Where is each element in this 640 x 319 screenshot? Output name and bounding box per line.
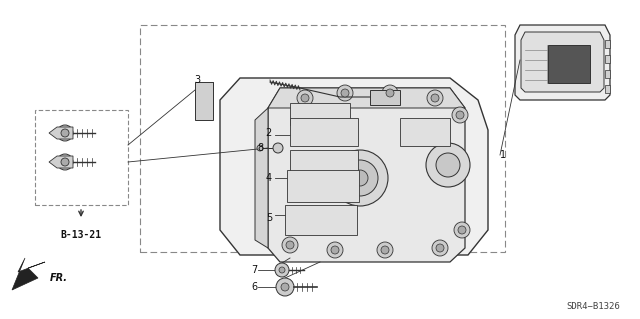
Text: B-13-21: B-13-21 [60, 230, 102, 240]
Circle shape [331, 246, 339, 254]
Circle shape [426, 143, 470, 187]
Bar [605, 85, 610, 93]
Bar [285, 205, 357, 235]
Circle shape [342, 160, 378, 196]
Bar [400, 118, 450, 146]
Polygon shape [49, 127, 73, 139]
Polygon shape [268, 88, 465, 108]
Circle shape [279, 267, 285, 273]
Circle shape [458, 226, 466, 234]
Polygon shape [49, 156, 73, 168]
Circle shape [452, 107, 468, 123]
Circle shape [61, 158, 69, 166]
Circle shape [341, 89, 349, 97]
Bar [195, 82, 213, 120]
Circle shape [301, 94, 309, 102]
Polygon shape [255, 108, 268, 248]
Circle shape [276, 278, 294, 296]
Bar [605, 40, 610, 48]
Circle shape [286, 241, 294, 249]
Text: 5: 5 [266, 213, 272, 223]
Circle shape [377, 242, 393, 258]
Bar [370, 90, 400, 105]
Bar [287, 170, 359, 202]
Circle shape [352, 170, 368, 186]
Bar [35, 110, 128, 205]
Bar [548, 45, 590, 83]
Circle shape [386, 89, 394, 97]
Circle shape [456, 111, 464, 119]
Polygon shape [521, 32, 604, 92]
Circle shape [275, 263, 289, 277]
Bar [605, 70, 610, 78]
Circle shape [381, 246, 389, 254]
Text: 6: 6 [251, 282, 257, 292]
Bar [290, 103, 350, 125]
Circle shape [57, 125, 73, 141]
Circle shape [454, 222, 470, 238]
Circle shape [273, 143, 283, 153]
Circle shape [337, 85, 353, 101]
Circle shape [257, 145, 263, 151]
Circle shape [327, 242, 343, 258]
Circle shape [431, 94, 439, 102]
Circle shape [297, 90, 313, 106]
Text: FR.: FR. [50, 273, 68, 283]
Bar [140, 25, 505, 252]
Circle shape [332, 150, 388, 206]
Text: 1: 1 [500, 150, 506, 160]
Polygon shape [515, 25, 610, 100]
Circle shape [61, 129, 69, 137]
Circle shape [436, 153, 460, 177]
Polygon shape [220, 78, 488, 255]
Circle shape [282, 237, 298, 253]
Text: 3: 3 [194, 75, 200, 85]
Text: 8: 8 [258, 143, 264, 153]
Circle shape [57, 154, 73, 170]
Text: 7: 7 [251, 265, 257, 275]
Bar [605, 55, 610, 63]
Circle shape [432, 240, 448, 256]
Polygon shape [12, 258, 45, 290]
Bar [290, 118, 358, 146]
Circle shape [436, 244, 444, 252]
Polygon shape [268, 88, 465, 262]
Circle shape [382, 85, 398, 101]
Bar [290, 150, 358, 178]
Text: 4: 4 [266, 173, 272, 183]
Text: SDR4−B1326: SDR4−B1326 [566, 302, 620, 311]
Text: 2: 2 [266, 128, 272, 138]
Circle shape [281, 283, 289, 291]
Circle shape [427, 90, 443, 106]
